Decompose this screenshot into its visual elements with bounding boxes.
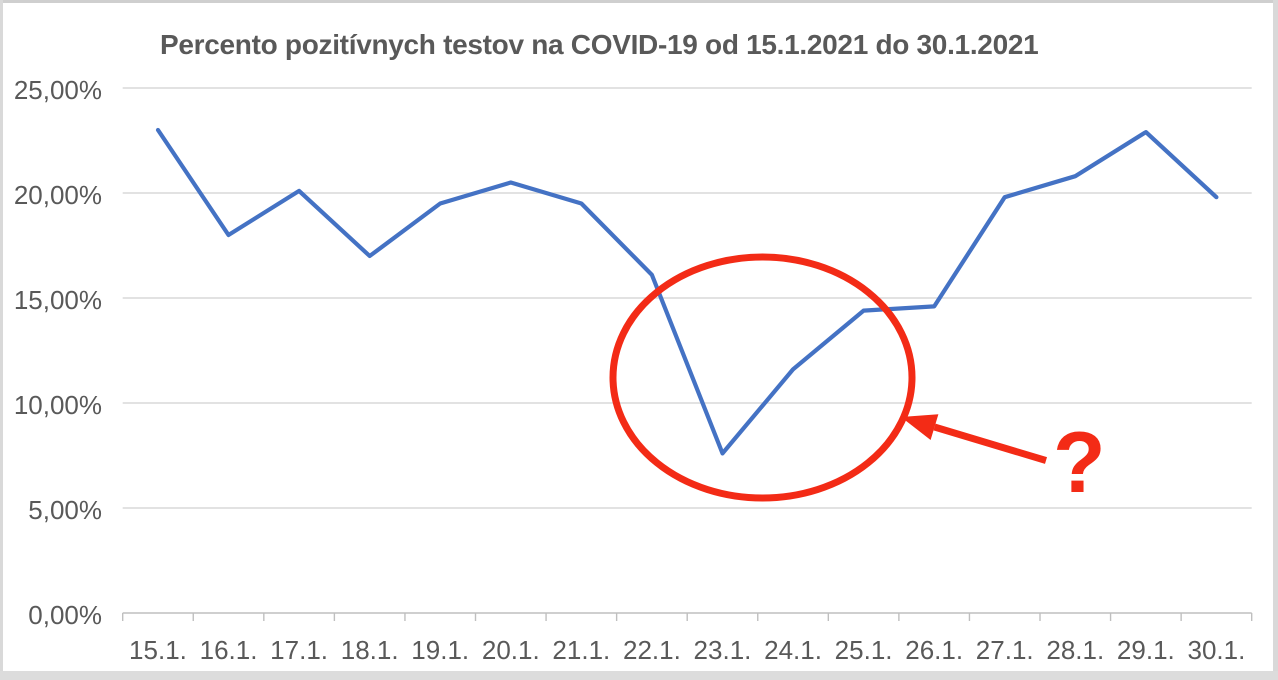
x-axis-tick-label: 23.1. (693, 635, 752, 665)
y-axis-tick-label: 20,00% (13, 180, 102, 210)
x-axis-tick-label: 26.1. (905, 635, 964, 665)
x-axis-tick-label: 24.1. (764, 635, 822, 665)
arrow-head-icon (901, 414, 939, 440)
y-axis-tick-label: 15,00% (13, 285, 102, 315)
arrow-line (933, 423, 1048, 464)
y-axis-tick-label: 0,00% (28, 600, 102, 630)
window-bottom-edge (0, 671, 1278, 680)
x-axis-tick-label: 18.1. (340, 635, 399, 665)
window-top-edge (0, 0, 1278, 3)
x-axis-tick-label: 20.1. (481, 635, 540, 665)
x-axis-tick-label: 30.1. (1187, 635, 1246, 665)
x-axis-tick-label: 27.1. (975, 635, 1034, 665)
y-axis-tick-label: 10,00% (13, 390, 102, 420)
data-line (155, 127, 1219, 456)
x-axis-tick-label: 16.1. (199, 635, 258, 665)
window-left-edge (0, 0, 3, 680)
question-mark-annotation: ? (1053, 415, 1106, 511)
x-axis-tick-label: 19.1. (411, 635, 470, 665)
x-axis-tick-label: 28.1. (1046, 635, 1105, 665)
y-axis-tick-label: 5,00% (28, 495, 102, 525)
x-axis-tick-label: 29.1. (1116, 635, 1175, 665)
chart-title: Percento pozitívnych testov na COVID-19 … (160, 29, 1039, 60)
x-axis-tick-label: 17.1. (270, 635, 328, 665)
window-right-edge (1273, 0, 1278, 680)
x-axis-tick-label: 22.1. (622, 635, 681, 665)
highlight-ellipse (609, 253, 916, 502)
y-axis-tick-label: 25,00% (13, 75, 102, 105)
x-axis-tick-label: 15.1. (129, 635, 187, 665)
x-axis-tick-label: 25.1. (834, 635, 893, 665)
x-axis-tick-label: 21.1. (552, 635, 611, 665)
